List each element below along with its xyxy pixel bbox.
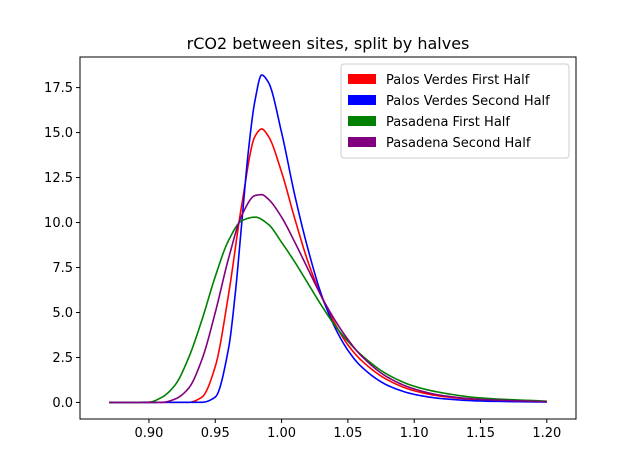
legend-box xyxy=(340,63,570,159)
legend-swatch xyxy=(348,95,376,105)
y-tick-label: 5.0 xyxy=(52,306,73,321)
y-tick-label: 15.0 xyxy=(44,126,73,141)
series-line-3 xyxy=(109,216,547,404)
series-line-4 xyxy=(109,193,547,404)
legend-label: Pasadena Second Half xyxy=(386,136,531,151)
y-tick-label: 0.0 xyxy=(52,396,73,411)
x-tick-label: 1.20 xyxy=(532,426,561,441)
series-line-2 xyxy=(109,74,547,404)
legend-swatch xyxy=(348,116,376,126)
chart-title: rCO2 between sites, split by halves xyxy=(187,34,470,53)
y-tick-label: 7.5 xyxy=(52,261,73,276)
x-tick-label: 0.95 xyxy=(201,426,230,441)
x-tick-label: 1.10 xyxy=(400,426,429,441)
legend-swatch xyxy=(348,74,376,84)
x-tick-label: 1.05 xyxy=(333,426,362,441)
x-tick-label: 1.00 xyxy=(267,426,296,441)
legend: Palos Verdes First Half Palos Verdes Seco… xyxy=(340,63,570,159)
series-line-1 xyxy=(109,128,547,404)
legend-label: Pasadena First Half xyxy=(386,115,510,130)
y-tick-label: 2.5 xyxy=(52,351,73,366)
x-axis: 0.90 0.95 1.00 1.05 1.10 1.15 1.20 xyxy=(134,419,561,441)
y-axis: 0.0 2.5 5.0 7.5 10.0 12.5 15.0 17.5 xyxy=(44,81,80,411)
axes-frame xyxy=(79,56,577,420)
x-tick-label: 1.15 xyxy=(466,426,495,441)
y-tick-label: 17.5 xyxy=(44,81,73,96)
legend-swatch xyxy=(348,137,376,147)
x-tick-label: 0.90 xyxy=(134,426,163,441)
plot-frame xyxy=(79,56,577,420)
y-tick-label: 10.0 xyxy=(44,216,73,231)
legend-label: Palos Verdes Second Half xyxy=(386,94,550,109)
legend-label: Palos Verdes First Half xyxy=(386,73,530,88)
y-tick-label: 12.5 xyxy=(44,171,73,186)
plot-lines xyxy=(109,74,547,404)
